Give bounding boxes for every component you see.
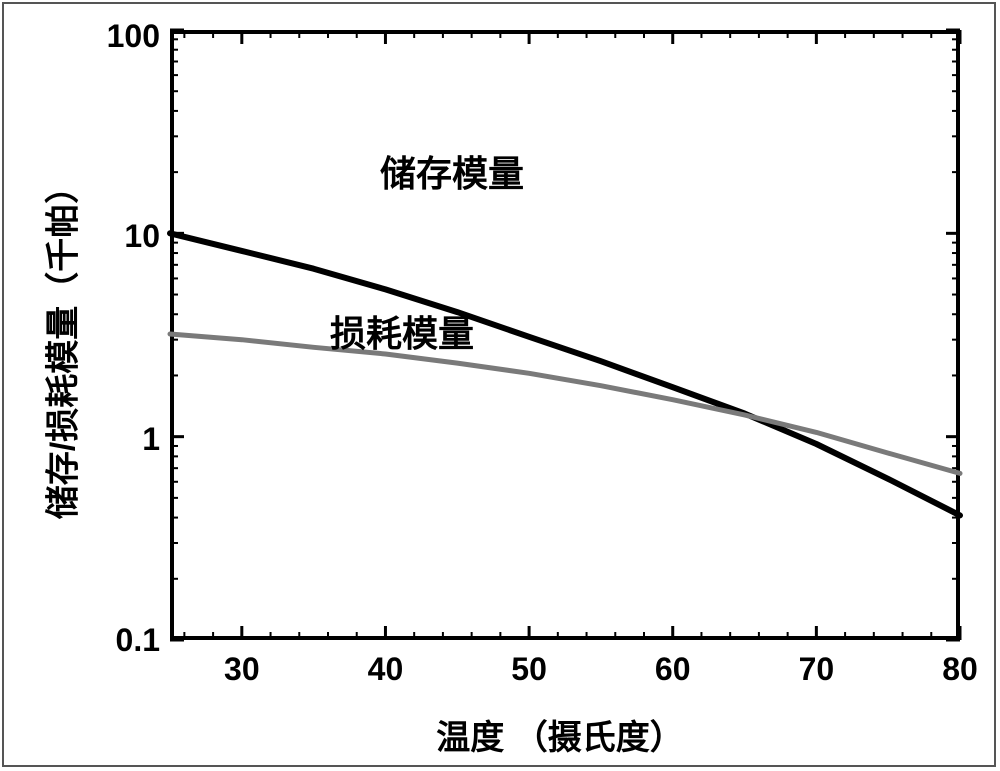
- ytick-label-1: 10: [90, 218, 160, 255]
- svg-text:50: 50: [511, 651, 547, 687]
- svg-text:30: 30: [224, 651, 260, 687]
- svg-text:80: 80: [942, 651, 978, 687]
- svg-text:40: 40: [368, 651, 404, 687]
- ytick-label-0: 100: [90, 18, 160, 55]
- series-label-loss: 损耗模量: [330, 305, 474, 357]
- svg-text:60: 60: [655, 651, 691, 687]
- series-label-storage: 储存模量: [380, 145, 524, 197]
- ytick-label-3: 0.1: [90, 622, 160, 659]
- svg-text:70: 70: [799, 651, 835, 687]
- modulus-chart: 储存/损耗模量（千帕） 温度 （摄氏度） 304050607080 储存模量 损…: [0, 0, 1000, 771]
- ytick-label-2: 1: [90, 421, 160, 458]
